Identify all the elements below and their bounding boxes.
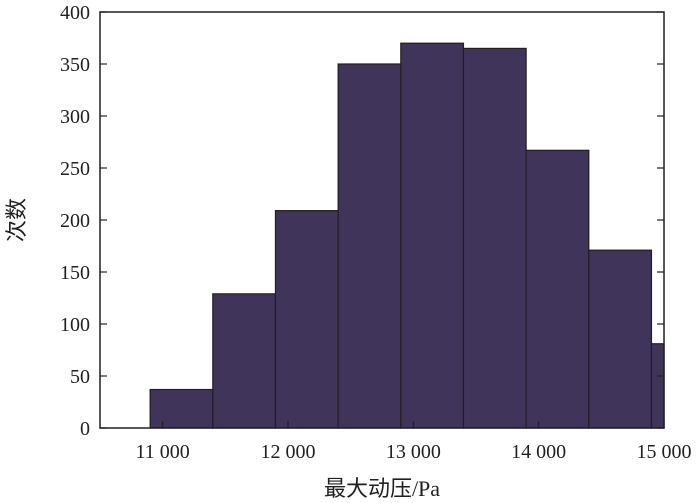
x-tick-label: 15 000 — [637, 441, 692, 463]
x-axis-ticks: 11 000 12 000 13 000 14 000 15 000 — [136, 421, 692, 463]
histogram-bar — [525, 149, 590, 429]
x-tick-label: 12 000 — [261, 441, 316, 463]
y-axis-ticks: 0 50 100 150 200 250 300 350 400 — [60, 2, 664, 440]
histogram-bar — [212, 293, 277, 429]
histogram-bar — [337, 63, 402, 429]
y-axis-label: 次数 — [4, 198, 29, 242]
histogram-bar — [149, 388, 214, 429]
histogram-bar — [462, 47, 527, 429]
x-tick-label: 14 000 — [511, 441, 566, 463]
histogram-bar — [274, 210, 339, 429]
histogram-bar — [650, 343, 665, 429]
histogram-bar — [400, 42, 465, 429]
y-tick-label: 400 — [60, 2, 90, 24]
y-tick-label: 150 — [60, 262, 90, 284]
y-tick-label: 200 — [60, 210, 90, 232]
bars-group — [149, 42, 665, 429]
y-tick-label: 100 — [60, 314, 90, 336]
x-tick-label: 11 000 — [136, 441, 190, 463]
y-tick-label: 350 — [60, 54, 90, 76]
y-tick-label: 50 — [70, 366, 90, 388]
y-tick-label: 300 — [60, 106, 90, 128]
y-tick-label: 250 — [60, 158, 90, 180]
x-axis-label: 最大动压/Pa — [324, 476, 440, 501]
y-tick-label: 0 — [80, 418, 90, 440]
histogram-bar — [588, 249, 653, 429]
x-tick-label: 13 000 — [386, 441, 441, 463]
